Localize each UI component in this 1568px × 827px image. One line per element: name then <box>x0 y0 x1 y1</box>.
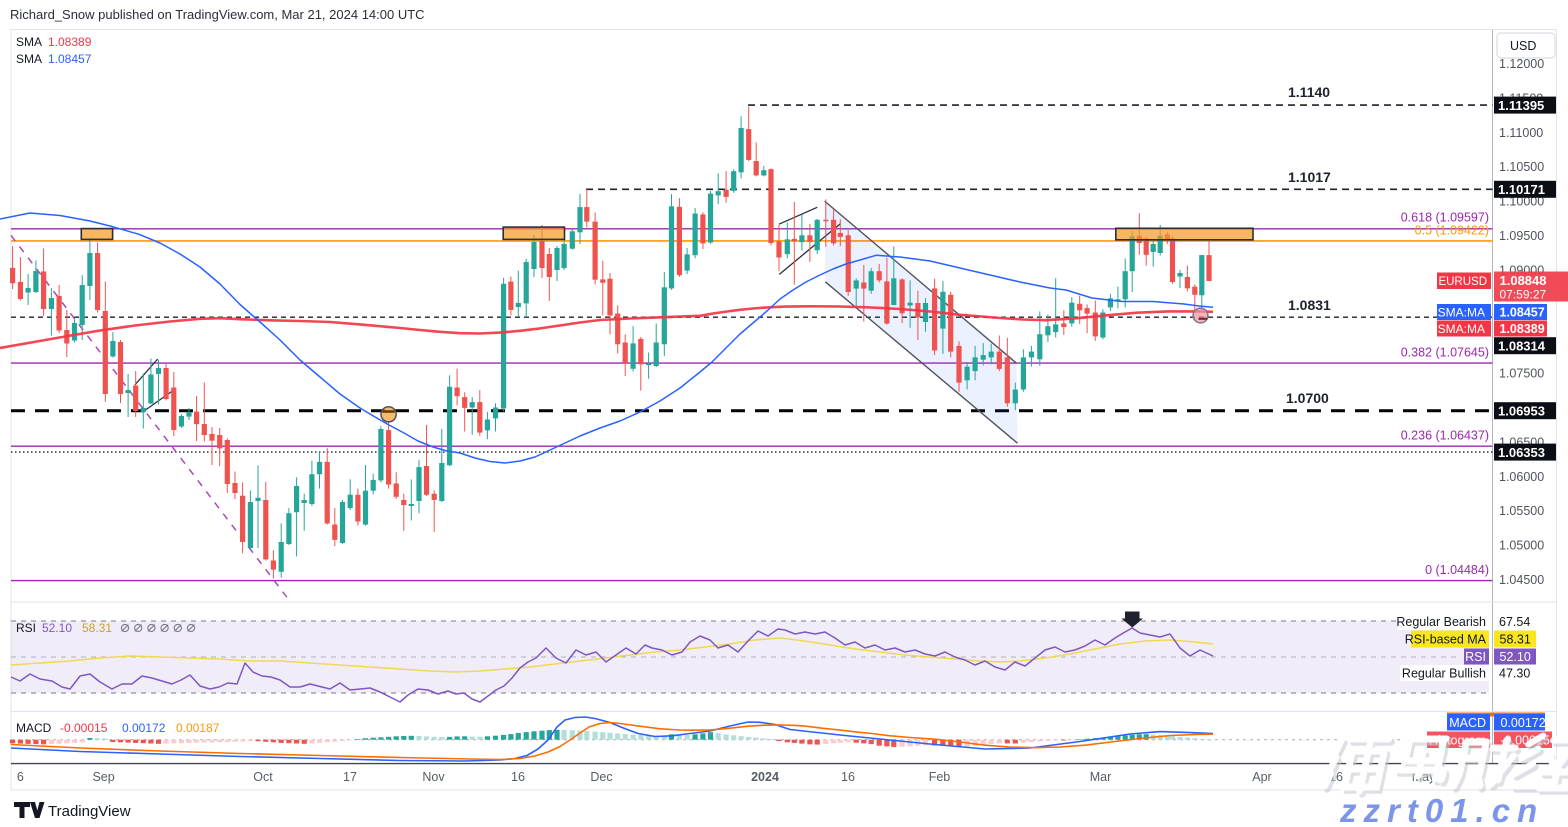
svg-text:67.54: 67.54 <box>1499 615 1530 629</box>
svg-text:0.00187: 0.00187 <box>176 721 220 735</box>
svg-text:1.1017: 1.1017 <box>1288 169 1331 185</box>
svg-text:1.05500: 1.05500 <box>1499 504 1544 518</box>
svg-text:RSI: RSI <box>1465 650 1486 664</box>
svg-text:SMA:MA: SMA:MA <box>1438 306 1485 320</box>
svg-text:Mar: Mar <box>1090 770 1112 784</box>
svg-text:1.08457: 1.08457 <box>48 52 92 66</box>
svg-text:16: 16 <box>841 770 855 784</box>
svg-text:1.11000: 1.11000 <box>1499 126 1543 140</box>
svg-text:58.31: 58.31 <box>82 621 112 635</box>
svg-text:Dec: Dec <box>590 770 612 784</box>
svg-text:RSI: RSI <box>16 621 36 635</box>
svg-text:1.11395: 1.11395 <box>1498 98 1544 113</box>
svg-text:Regular Bullish: Regular Bullish <box>1402 667 1486 681</box>
svg-text:RSI-based MA: RSI-based MA <box>1405 633 1487 647</box>
svg-text:1.06353: 1.06353 <box>1498 445 1545 460</box>
svg-text:0.618 (1.09597): 0.618 (1.09597) <box>1401 211 1489 225</box>
svg-text:1.10500: 1.10500 <box>1499 160 1544 174</box>
svg-text:SMA: SMA <box>16 52 42 66</box>
svg-text:0.00172: 0.00172 <box>1501 716 1546 730</box>
svg-text:1.08848: 1.08848 <box>1500 273 1547 288</box>
svg-text:1.0700: 1.0700 <box>1286 390 1329 406</box>
svg-text:1.08389: 1.08389 <box>1500 322 1545 336</box>
svg-text:MACD: MACD <box>16 721 52 735</box>
svg-text:TradingView: TradingView <box>48 803 131 820</box>
svg-text:0 (1.04484): 0 (1.04484) <box>1425 563 1489 577</box>
svg-text:Oct: Oct <box>253 770 273 784</box>
svg-text:1.1140: 1.1140 <box>1288 84 1330 100</box>
svg-text:1.04500: 1.04500 <box>1499 573 1544 587</box>
svg-text:47.30: 47.30 <box>1499 667 1530 681</box>
svg-text:-0.00015: -0.00015 <box>60 721 108 735</box>
svg-text:EURUSD: EURUSD <box>1438 276 1487 288</box>
svg-text:1.10000: 1.10000 <box>1499 195 1544 209</box>
svg-text:Apr: Apr <box>1252 770 1271 784</box>
svg-text:07:59:27: 07:59:27 <box>1500 288 1547 302</box>
svg-text:USD: USD <box>1510 39 1536 53</box>
svg-text:Sep: Sep <box>92 770 114 784</box>
svg-text:1.08457: 1.08457 <box>1500 306 1545 320</box>
svg-text:1.07500: 1.07500 <box>1499 367 1544 381</box>
svg-text:1.12000: 1.12000 <box>1499 57 1544 71</box>
svg-text:0.00172: 0.00172 <box>122 721 166 735</box>
svg-text:1.10171: 1.10171 <box>1498 182 1545 197</box>
svg-text:6: 6 <box>17 770 24 784</box>
svg-text:58.31: 58.31 <box>1500 633 1531 647</box>
svg-text:1.09500: 1.09500 <box>1499 229 1544 243</box>
svg-text:1.06000: 1.06000 <box>1499 470 1544 484</box>
svg-text:0.382 (1.07645): 0.382 (1.07645) <box>1401 346 1489 360</box>
svg-text:SMA: SMA <box>16 35 42 49</box>
svg-text:zzrt01.cn: zzrt01.cn <box>1339 792 1544 827</box>
svg-text:52.10: 52.10 <box>42 621 72 635</box>
svg-text:1.0831: 1.0831 <box>1288 297 1331 313</box>
svg-text:0.5 (1.09422): 0.5 (1.09422) <box>1415 224 1489 238</box>
svg-text:1.08314: 1.08314 <box>1498 339 1546 354</box>
svg-text:Regular Bearish: Regular Bearish <box>1396 615 1486 629</box>
svg-text:17: 17 <box>343 770 357 784</box>
svg-text:1.05000: 1.05000 <box>1499 539 1544 553</box>
svg-text:1.08389: 1.08389 <box>48 35 92 49</box>
svg-text:2024: 2024 <box>751 770 779 784</box>
svg-text:MACD: MACD <box>1449 716 1486 730</box>
svg-text:52.10: 52.10 <box>1500 650 1531 664</box>
svg-text:0.236 (1.06437): 0.236 (1.06437) <box>1401 429 1489 443</box>
svg-text:Nov: Nov <box>422 770 445 784</box>
svg-text:Richard_Snow published on Trad: Richard_Snow published on TradingView.co… <box>10 7 425 22</box>
svg-text:SMA:MA: SMA:MA <box>1438 322 1485 336</box>
svg-text:16: 16 <box>511 770 525 784</box>
svg-text:1.06953: 1.06953 <box>1498 404 1545 419</box>
svg-text:Feb: Feb <box>929 770 951 784</box>
